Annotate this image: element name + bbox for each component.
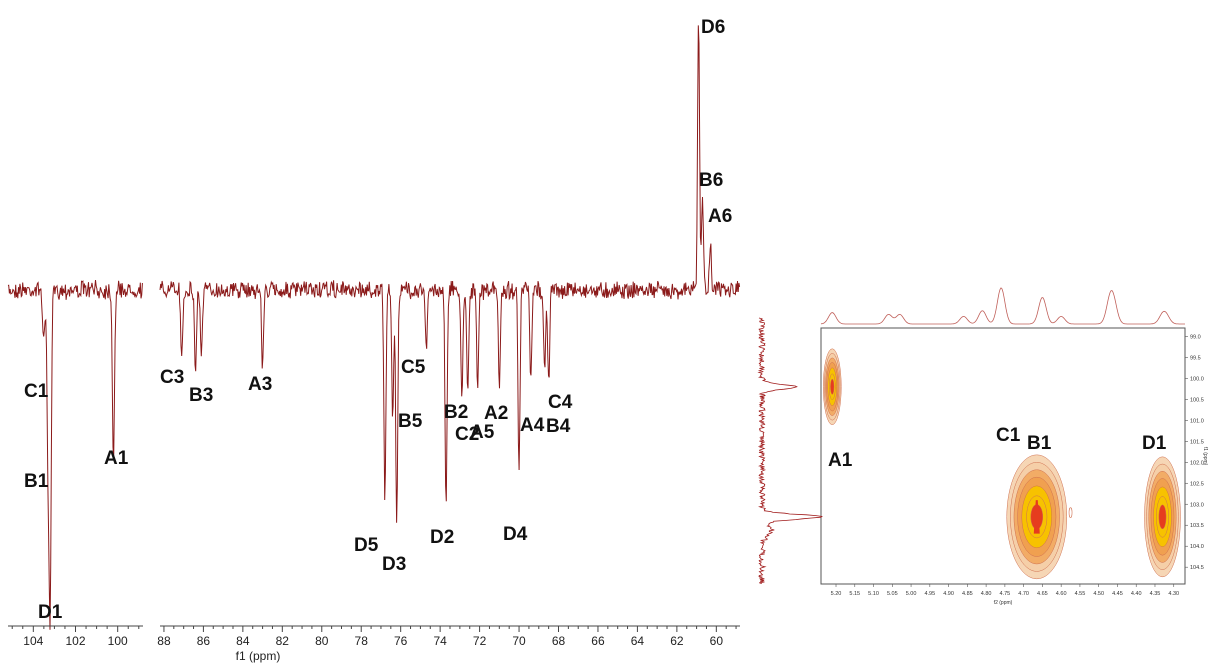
minor-contour xyxy=(1068,507,1073,518)
hsqc-x-tick-label: 4.65 xyxy=(1037,591,1048,597)
hsqc-x-tick-label: 5.15 xyxy=(849,591,860,597)
hsqc-y-tick-label: 99.0 xyxy=(1190,334,1201,340)
x-tick-label: 88 xyxy=(157,634,171,648)
x-tick-label: 66 xyxy=(591,634,605,648)
f1-projection-trace xyxy=(757,317,823,584)
x-tick-label: 82 xyxy=(276,634,290,648)
hsqc-y-tick-label: 103.0 xyxy=(1190,502,1204,508)
hsqc-y-tick-label: 103.5 xyxy=(1190,523,1204,529)
hsqc-y-axis-label: f1 (ppm) xyxy=(1202,447,1208,466)
hsqc-x-tick-label: 4.40 xyxy=(1131,591,1142,597)
x-axis-label: f1 (ppm) xyxy=(236,649,281,663)
hsqc-x-tick-label: 4.80 xyxy=(981,591,992,597)
cross-peak-contours xyxy=(823,348,1181,580)
peak-label-b4: B4 xyxy=(546,416,571,437)
spectrum-trace-left xyxy=(7,280,143,630)
peak-label-a2: A2 xyxy=(484,403,508,424)
peak-label-a3: A3 xyxy=(248,374,272,395)
hsqc-y-tick-label: 100.5 xyxy=(1190,397,1204,403)
cross-peak-labels: A1 C1 B1 D1 xyxy=(828,425,1167,471)
hsqc-x-tick-label: 4.95 xyxy=(924,591,935,597)
hsqc-label-d1: D1 xyxy=(1142,433,1167,454)
x-tick-label: 74 xyxy=(433,634,447,648)
x-tick-label: 64 xyxy=(631,634,645,648)
carbon-13-spectrum: 104 102 100 88 86 84 82 80 78 76 74 72 70 68 66 64 62 60 … xyxy=(7,17,741,663)
hsqc-x-tick-label: 5.05 xyxy=(887,591,898,597)
x-tick-label: 104 xyxy=(23,634,43,648)
cross-peak-a1-contour xyxy=(830,378,835,395)
hsqc-y-tick-label: 101.5 xyxy=(1190,439,1204,445)
x-axis-ticks: 104 102 100 88 86 84 82 80 78 76 74 72 70 68 66 64 62 60 xyxy=(11,626,737,648)
x-tick-label: 78 xyxy=(355,634,369,648)
hsqc-inset: 5.20 5.15 5.10 5.05 5.00 4.95 4.90 4.85 4.80 4.75… xyxy=(757,287,1208,606)
hsqc-label-b1: B1 xyxy=(1027,433,1052,454)
hsqc-y-tick-label: 104.5 xyxy=(1190,565,1204,571)
x-tick-label: 72 xyxy=(473,634,487,648)
peak-label-c3: C3 xyxy=(160,367,184,388)
x-tick-label: 86 xyxy=(197,634,211,648)
peak-label-b1: B1 xyxy=(24,471,49,492)
hsqc-x-tick-label: 4.35 xyxy=(1150,591,1161,597)
x-tick-label: 84 xyxy=(236,634,250,648)
peak-label-a4: A4 xyxy=(520,415,545,436)
x-tick-label: 60 xyxy=(710,634,724,648)
hsqc-x-tick-label: 4.70 xyxy=(1018,591,1029,597)
cross-peak-core xyxy=(1033,500,1040,534)
hsqc-x-tick-label: 4.45 xyxy=(1112,591,1123,597)
peak-label-c1: C1 xyxy=(24,381,49,402)
hsqc-x-axis-label: f2 (ppm) xyxy=(994,600,1013,606)
hsqc-y-tick-label: 101.0 xyxy=(1190,418,1204,424)
peak-label-b5: B5 xyxy=(398,411,423,432)
x-tick-label: 62 xyxy=(670,634,684,648)
peak-label-d4: D4 xyxy=(503,524,528,545)
hsqc-label-c1: C1 xyxy=(996,425,1021,446)
hsqc-axis-ticks: 5.20 5.15 5.10 5.05 5.00 4.95 4.90 4.85 4.80 4.75… xyxy=(831,334,1204,597)
hsqc-label-a1: A1 xyxy=(828,450,853,471)
hsqc-x-tick-label: 4.85 xyxy=(962,591,973,597)
hsqc-x-tick-label: 4.50 xyxy=(1093,591,1104,597)
x-tick-label: 100 xyxy=(108,634,128,648)
peak-label-c4: C4 xyxy=(548,392,573,413)
hsqc-x-tick-label: 4.30 xyxy=(1168,591,1179,597)
hsqc-y-tick-label: 100.0 xyxy=(1190,376,1204,382)
hsqc-plot-frame xyxy=(820,327,1186,585)
x-tick-label: 80 xyxy=(315,634,329,648)
x-tick-label: 70 xyxy=(512,634,526,648)
peak-label-a5: A5 xyxy=(470,422,495,443)
f2-projection-trace xyxy=(820,287,1185,325)
peak-label-d5: D5 xyxy=(354,535,379,556)
hsqc-x-tick-label: 4.55 xyxy=(1075,591,1086,597)
peak-label-b6: B6 xyxy=(699,170,723,191)
peak-label-d3: D3 xyxy=(382,554,406,575)
peak-label-a6: A6 xyxy=(708,206,732,227)
hsqc-x-tick-label: 4.60 xyxy=(1056,591,1067,597)
spectrum-trace-right xyxy=(159,25,741,523)
hsqc-x-tick-label: 4.90 xyxy=(943,591,954,597)
hsqc-y-tick-label: 102.5 xyxy=(1190,481,1204,487)
hsqc-y-tick-label: 102.0 xyxy=(1190,460,1204,466)
hsqc-x-tick-label: 5.00 xyxy=(906,591,917,597)
hsqc-x-tick-label: 4.75 xyxy=(1000,591,1011,597)
x-tick-label: 102 xyxy=(65,634,85,648)
x-tick-label: 76 xyxy=(394,634,408,648)
hsqc-x-tick-label: 5.20 xyxy=(831,591,842,597)
peak-label-a1: A1 xyxy=(104,448,129,469)
x-tick-label: 68 xyxy=(552,634,566,648)
peak-label-d6: D6 xyxy=(701,17,725,38)
hsqc-y-tick-label: 99.5 xyxy=(1190,355,1201,361)
hsqc-y-tick-label: 104.0 xyxy=(1190,544,1204,550)
hsqc-x-tick-label: 5.10 xyxy=(868,591,879,597)
peak-label-c5: C5 xyxy=(401,357,426,378)
cross-peak-d1-contour xyxy=(1158,504,1167,530)
peak-label-d2: D2 xyxy=(430,527,454,548)
peak-label-b3: B3 xyxy=(189,385,213,406)
peak-label-c2: C2 xyxy=(455,424,479,445)
peak-label-d1: D1 xyxy=(38,602,63,623)
peak-label-b2: B2 xyxy=(444,402,468,423)
